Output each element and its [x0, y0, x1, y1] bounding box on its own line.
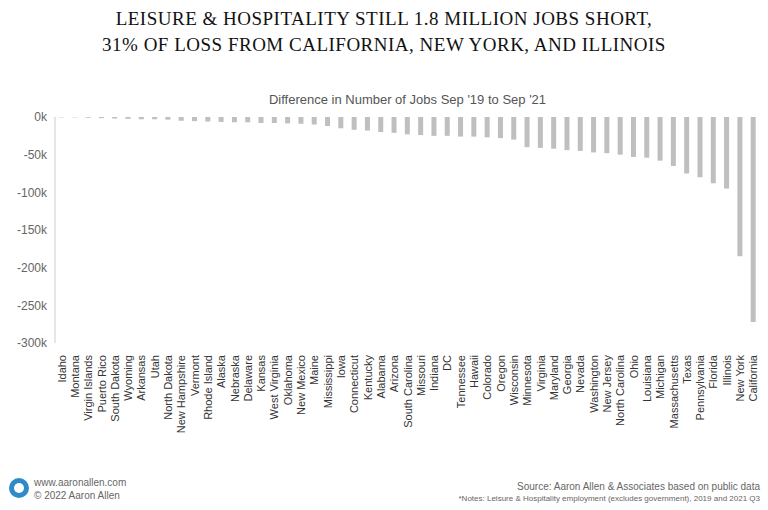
svg-text:Connecticut: Connecticut	[348, 355, 360, 413]
svg-text:Kentucky: Kentucky	[362, 355, 374, 401]
svg-text:Virginia: Virginia	[535, 354, 547, 391]
svg-text:Hawaii: Hawaii	[468, 355, 480, 388]
svg-text:Maine: Maine	[308, 355, 320, 385]
svg-text:-150k: -150k	[17, 223, 48, 237]
svg-text:Texas: Texas	[681, 355, 693, 384]
html-text:LEISURE & HOSPITALITY STILL 1.: LEISURE & HOSPITALITY STILL 1.8 MILLION …	[115, 8, 653, 29]
svg-text:Arkansas: Arkansas	[135, 355, 147, 401]
svg-text:Vermont: Vermont	[189, 355, 201, 396]
svg-text:New Hampshire: New Hampshire	[175, 355, 187, 433]
svg-text:Nevada: Nevada	[574, 354, 586, 393]
svg-text:North Dakota: North Dakota	[162, 354, 174, 420]
svg-text:Wisconsin: Wisconsin	[508, 355, 520, 405]
svg-text:Pennsylvania: Pennsylvania	[694, 354, 706, 420]
svg-text:-200k: -200k	[17, 261, 48, 275]
svg-text:Oklahoma: Oklahoma	[282, 354, 294, 405]
svg-text:Alaska: Alaska	[215, 354, 227, 388]
svg-text:Delaware: Delaware	[242, 355, 254, 401]
svg-text:Puerto Rico: Puerto Rico	[96, 355, 108, 412]
svg-text:North Carolina: North Carolina	[614, 354, 626, 426]
svg-text:Oregon: Oregon	[495, 355, 507, 392]
html-text:Source: Aaron Allen & Associat: Source: Aaron Allen & Associates based o…	[517, 481, 760, 492]
svg-text:New Jersey: New Jersey	[601, 355, 613, 413]
svg-text:New Mexico: New Mexico	[295, 355, 307, 415]
svg-text:South Dakota: South Dakota	[109, 354, 121, 422]
svg-text:Illinois: Illinois	[721, 355, 733, 386]
svg-text:Louisiana: Louisiana	[641, 354, 653, 402]
svg-text:Georgia: Georgia	[561, 354, 573, 394]
svg-text:-50k: -50k	[24, 148, 48, 162]
svg-text:Florida: Florida	[707, 354, 719, 389]
svg-text:Idaho: Idaho	[56, 355, 68, 383]
svg-text:0k: 0k	[34, 110, 48, 124]
svg-text:-250k: -250k	[17, 299, 48, 313]
svg-text:-100k: -100k	[17, 186, 48, 200]
svg-text:South Carolina: South Carolina	[402, 354, 414, 428]
svg-text:Indiana: Indiana	[428, 354, 440, 391]
svg-text:Wyoming: Wyoming	[122, 355, 134, 401]
svg-text:Michigan: Michigan	[654, 355, 666, 399]
svg-text:Alabama: Alabama	[375, 354, 387, 398]
svg-text:Colorado: Colorado	[481, 355, 493, 400]
html-text:www.aaronallen.com: www.aaronallen.com	[34, 477, 127, 488]
svg-text:-300k: -300k	[17, 336, 48, 350]
svg-text:California: California	[747, 354, 759, 401]
html-text:© 2022 Aaron Allen: © 2022 Aaron Allen	[34, 490, 120, 501]
html-text:*Notes: Leisure & Hospitality: *Notes: Leisure & Hospitality employment…	[458, 494, 760, 503]
svg-text:Utah: Utah	[149, 355, 161, 378]
svg-text:West Virginia: West Virginia	[268, 354, 280, 419]
svg-text:Arizona: Arizona	[388, 354, 400, 392]
svg-text:Nebraska: Nebraska	[229, 354, 241, 402]
html-text:31% OF LOSS FROM CALIFORNIA, N: 31% OF LOSS FROM CALIFORNIA, NEW YORK, A…	[102, 34, 666, 55]
svg-text:Maryland: Maryland	[548, 355, 560, 400]
svg-text:Kansas: Kansas	[255, 355, 267, 392]
svg-text:Massachusetts: Massachusetts	[668, 355, 680, 429]
svg-text:Minnesota: Minnesota	[521, 354, 533, 406]
svg-text:Iowa: Iowa	[335, 354, 347, 378]
html-text:Difference in Number of Jobs S: Difference in Number of Jobs Sep '19 to …	[268, 92, 547, 107]
svg-text:Missouri: Missouri	[415, 355, 427, 396]
svg-text:Mississippi: Mississippi	[322, 355, 334, 408]
svg-text:Virgin Islands: Virgin Islands	[82, 355, 94, 421]
svg-text:Rhode Island: Rhode Island	[202, 355, 214, 420]
svg-text:Ohio: Ohio	[628, 355, 640, 378]
svg-text:New York: New York	[734, 355, 746, 402]
svg-text:Montana: Montana	[69, 354, 81, 398]
svg-text:Tennessee: Tennessee	[455, 355, 467, 408]
svg-text:DC: DC	[441, 355, 453, 371]
svg-text:Washington: Washington	[588, 355, 600, 413]
